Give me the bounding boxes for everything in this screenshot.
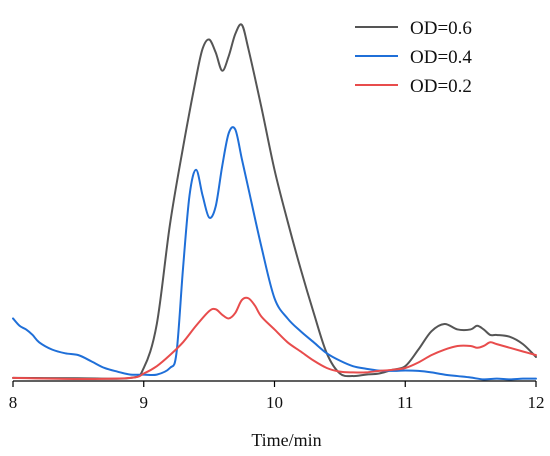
x-tick-label: 11 [397,393,413,412]
series-layer [12,23,537,381]
x-tick-label: 12 [528,393,545,412]
legend-label: OD=0.4 [410,47,472,68]
series-line-od-0-6 [12,23,537,380]
x-ticks: 8 9 10 11 12 [9,381,545,412]
x-tick-label: 9 [140,393,149,412]
series-line-od-0-2 [12,296,537,380]
series-line-od-0-4 [12,126,537,381]
legend-label: OD=0.2 [410,76,472,97]
x-tick-label: 8 [9,393,18,412]
legend-label: OD=0.6 [410,18,472,39]
x-axis-title: Time/min [251,430,321,450]
legend: OD=0.6 OD=0.4 OD=0.2 [355,18,472,97]
x-tick-label: 10 [266,393,283,412]
